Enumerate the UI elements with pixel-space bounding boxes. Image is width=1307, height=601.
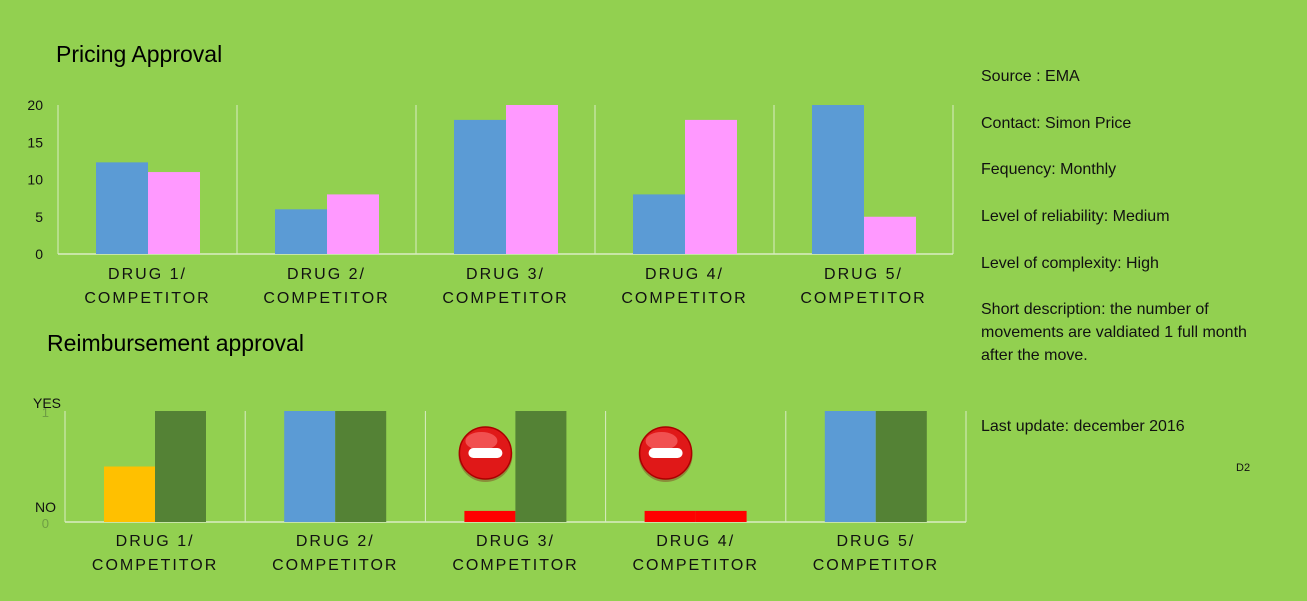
y-label-no: NO: [35, 499, 56, 515]
bar: [685, 119, 737, 255]
y-tick-label: 20: [27, 97, 43, 113]
info-reliability: Level of reliability: Medium: [981, 208, 1170, 225]
bar: [464, 510, 516, 522]
rejected-icon-bar: [468, 448, 503, 458]
info-description: Short description: the number of movemen…: [981, 301, 1247, 364]
bar: [864, 216, 916, 254]
y-tick-label: 0: [35, 246, 43, 262]
category-label: COMPETITOR: [800, 290, 926, 307]
category-label: DRUG 5/: [836, 533, 915, 550]
bar: [633, 194, 685, 254]
bar: [275, 209, 327, 254]
bar: [695, 510, 747, 522]
info-complexity: Level of complexity: High: [981, 255, 1159, 272]
bar: [284, 411, 336, 522]
bar: [824, 411, 876, 522]
info-last-update: Last update: december 2016: [981, 418, 1185, 435]
category-label: COMPETITOR: [621, 290, 747, 307]
category-label: COMPETITOR: [442, 290, 568, 307]
category-label: DRUG 3/: [466, 266, 545, 283]
category-label: DRUG 4/: [645, 266, 724, 283]
bar: [335, 411, 387, 522]
bar: [515, 411, 567, 522]
rejected-icon-bar: [648, 448, 683, 458]
category-label: DRUG 4/: [656, 533, 735, 550]
bar: [812, 105, 864, 254]
rejected-icon-highlight: [645, 432, 678, 450]
category-label: COMPETITOR: [452, 557, 578, 574]
y-tick-label: 5: [35, 209, 43, 225]
bar: [454, 119, 506, 255]
category-label: COMPETITOR: [92, 557, 218, 574]
category-label: DRUG 5/: [824, 266, 903, 283]
footnote: D2: [1236, 462, 1251, 474]
bar: [506, 105, 558, 254]
category-label: COMPETITOR: [633, 557, 759, 574]
y-tick-label: 0: [42, 516, 49, 531]
y-label-yes: YES: [33, 395, 61, 411]
category-label: COMPETITOR: [813, 557, 939, 574]
category-label: COMPETITOR: [263, 290, 389, 307]
category-label: DRUG 1/: [116, 533, 195, 550]
info-contact: Contact: Simon Price: [981, 115, 1132, 132]
category-label: DRUG 1/: [108, 266, 187, 283]
category-label: COMPETITOR: [272, 557, 398, 574]
bar: [644, 510, 696, 522]
rejected-icon-highlight: [465, 432, 498, 450]
info-frequency: Fequency: Monthly: [981, 161, 1117, 178]
y-tick-label: 15: [27, 134, 43, 150]
y-tick-label: 10: [27, 172, 43, 188]
bar: [327, 194, 379, 254]
bar: [155, 411, 206, 522]
category-label: DRUG 2/: [296, 533, 375, 550]
reimbursement-approval-title: Reimbursement approval: [47, 330, 304, 356]
info-source: Source : EMA: [981, 68, 1080, 85]
bar: [104, 466, 155, 522]
y-tick-label: 1: [42, 405, 49, 420]
bar: [148, 172, 200, 254]
rejected-icon: [458, 426, 513, 482]
category-label: DRUG 2/: [287, 266, 366, 283]
category-label: COMPETITOR: [84, 290, 210, 307]
category-label: DRUG 3/: [476, 533, 555, 550]
bar: [875, 411, 927, 522]
bar: [96, 162, 148, 254]
rejected-icon: [638, 426, 693, 482]
pricing-approval-title: Pricing Approval: [56, 41, 223, 67]
